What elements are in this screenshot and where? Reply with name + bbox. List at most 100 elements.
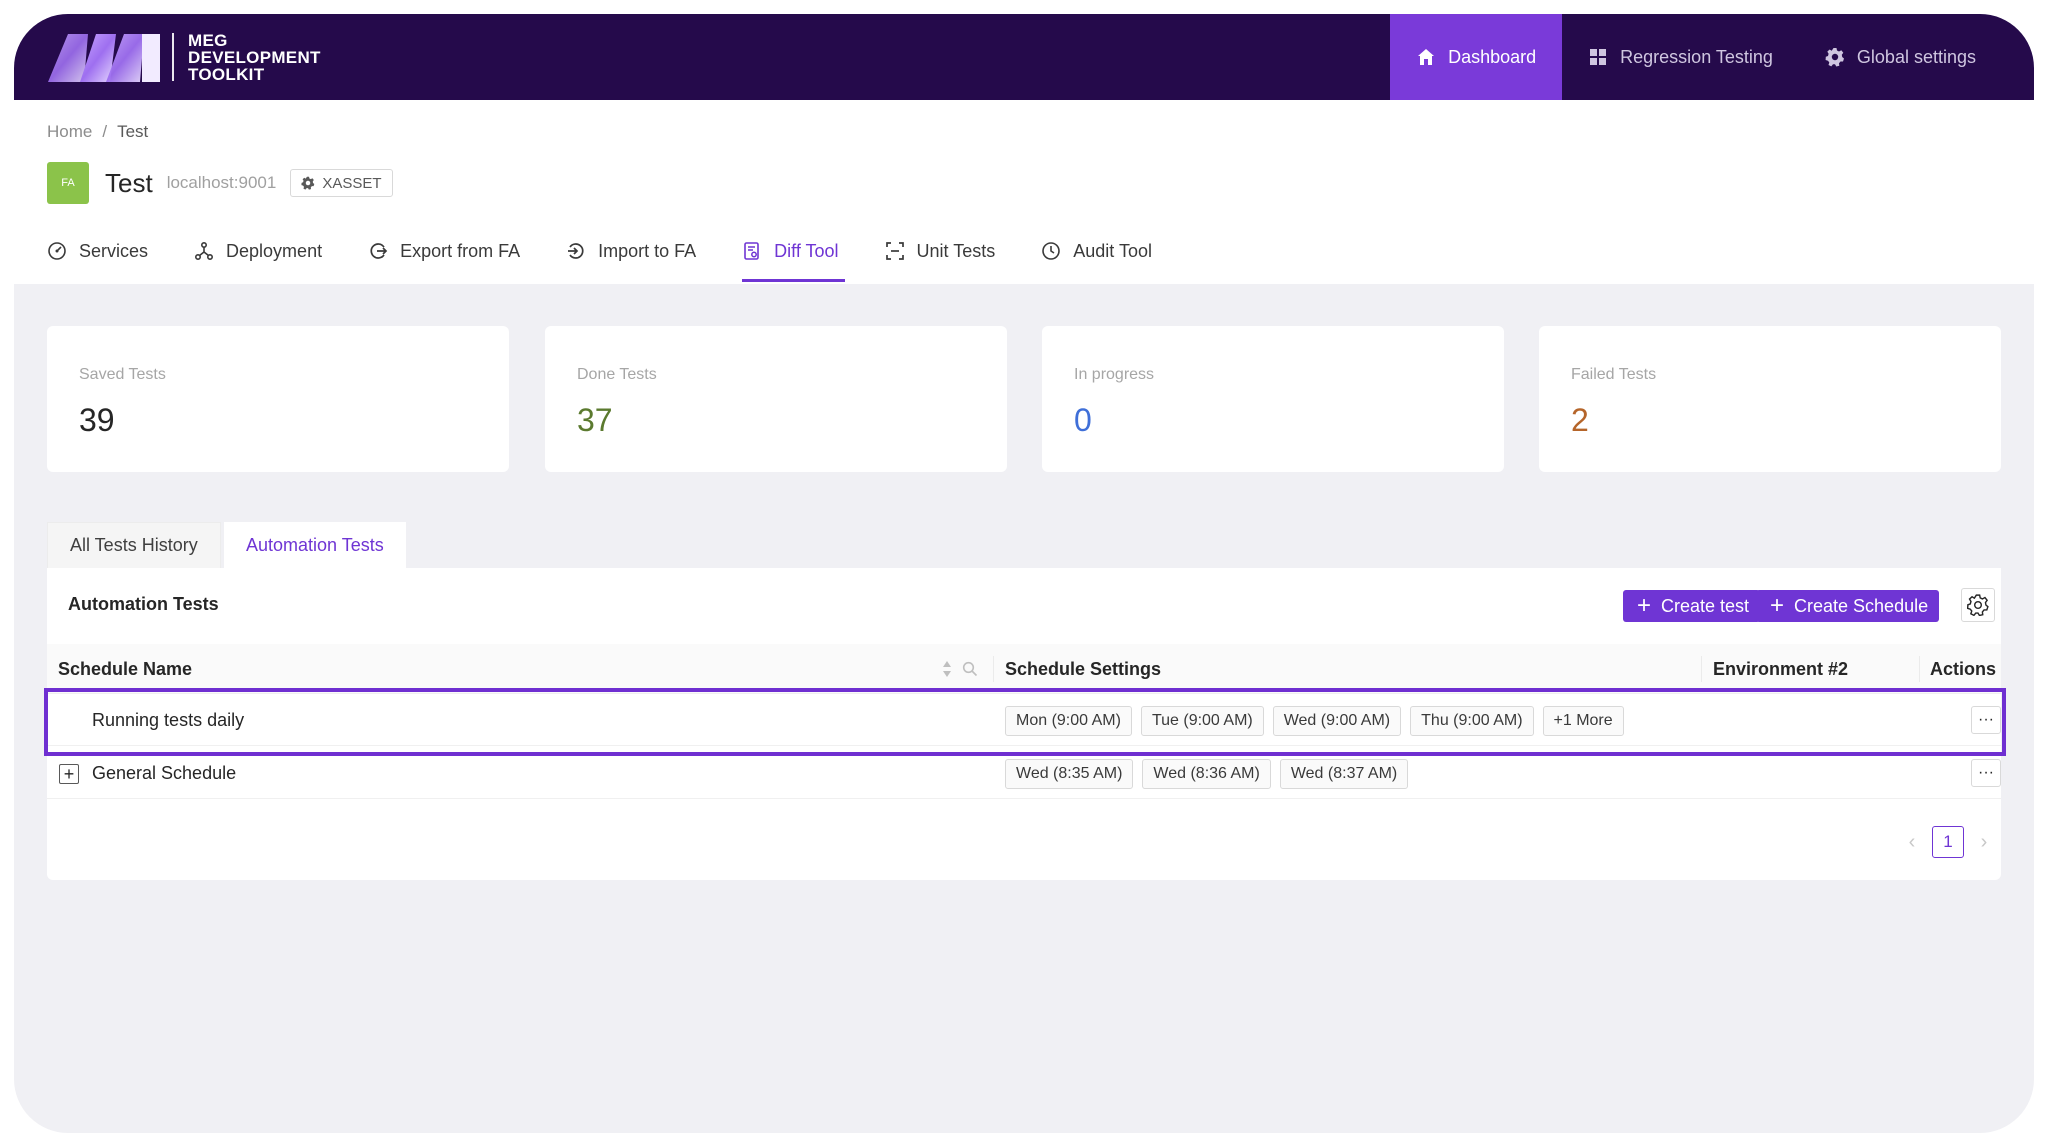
plus-icon: +	[1637, 592, 1652, 619]
create-schedule-button[interactable]: + Create Schedule	[1756, 590, 1940, 622]
logo-divider	[172, 33, 174, 81]
table-row[interactable]: Running tests daily Mon (9:00 AM) Tue (9…	[47, 694, 2001, 746]
schedule-chips: Wed (8:35 AM) Wed (8:36 AM) Wed (8:37 AM…	[1005, 759, 1409, 789]
schedule-chip: Thu (9:00 AM)	[1410, 706, 1534, 736]
stat-value: 2	[1571, 402, 1589, 438]
next-page-icon[interactable]: ›	[1980, 830, 1988, 853]
breadcrumb: Home / Test	[47, 122, 148, 142]
tab-unit-tests[interactable]: Unit Tests	[885, 218, 996, 284]
top-nav: Dashboard Regression Testing Global sett…	[1390, 14, 2034, 100]
topnav-dashboard-label: Dashboard	[1448, 46, 1537, 67]
brand-line-3: TOOLKIT	[188, 64, 265, 84]
stat-label: In progress	[1074, 366, 1155, 383]
deployment-icon	[195, 241, 214, 261]
meg-logo-icon	[48, 34, 160, 82]
tab-automation-tests[interactable]: Automation Tests	[224, 522, 406, 568]
export-icon	[370, 243, 388, 259]
diff-icon	[744, 242, 759, 260]
schedule-name-cell: General Schedule	[92, 762, 237, 783]
column-schedule-name[interactable]: Schedule Name	[58, 658, 193, 679]
column-schedule-settings: Schedule Settings	[1005, 658, 1162, 679]
tool-tabs: Services Deployment Export from FA Impor…	[47, 218, 1198, 284]
sort-icon[interactable]	[942, 660, 952, 678]
plus-icon: +	[1770, 592, 1785, 619]
brand-line-2: DEVELOPMENT	[188, 47, 321, 67]
card-title: Automation Tests	[68, 594, 219, 614]
environment-tag-label: XASSET	[322, 174, 382, 192]
tab-deployment-label: Deployment	[226, 240, 323, 261]
schedule-chip: Tue (9:00 AM)	[1140, 706, 1264, 736]
search-icon[interactable]	[962, 661, 978, 677]
tab-unit-tests-label: Unit Tests	[916, 240, 996, 261]
automation-tests-card: Automation Tests + Create test + Create …	[47, 568, 2001, 880]
top-bar: MEG DEVELOPMENT TOOLKIT Dashboard Regres…	[14, 14, 2034, 100]
page-1-button[interactable]: 1	[1932, 826, 1964, 858]
environment-tag: XASSET	[290, 169, 393, 197]
tab-import-to-fa[interactable]: Import to FA	[566, 218, 696, 284]
tab-deployment[interactable]: Deployment	[194, 218, 322, 284]
schedule-name-cell: Running tests daily	[92, 709, 245, 730]
expand-row-icon[interactable]: +	[59, 764, 79, 784]
column-tools	[942, 660, 978, 678]
row-actions-button[interactable]: ···	[1971, 759, 2001, 787]
tab-all-tests-history-label: All Tests History	[70, 535, 198, 555]
host-label: localhost:9001	[166, 173, 277, 192]
schedule-chip: Mon (9:00 AM)	[1005, 706, 1132, 736]
stat-saved-tests: Saved Tests 39	[47, 326, 509, 472]
gear-icon	[301, 176, 315, 190]
stat-label: Saved Tests	[79, 366, 166, 383]
avatar: FA	[47, 162, 89, 204]
prev-page-icon[interactable]: ‹	[1908, 830, 1916, 853]
table-row[interactable]: + General Schedule Wed (8:35 AM) Wed (8:…	[47, 747, 2001, 799]
tab-services-label: Services	[79, 240, 149, 261]
schedule-chip: Wed (8:37 AM)	[1279, 759, 1409, 789]
column-environment-2: Environment #2	[1713, 658, 1849, 679]
table-settings-button[interactable]	[1961, 588, 1995, 622]
stat-value: 0	[1074, 402, 1092, 438]
unit-tests-icon	[885, 242, 904, 260]
brand-name: MEG DEVELOPMENT TOOLKIT	[188, 32, 321, 83]
topnav-dashboard[interactable]: Dashboard	[1390, 14, 1563, 100]
topnav-regression-label: Regression Testing	[1620, 46, 1773, 67]
tab-automation-tests-label: Automation Tests	[246, 534, 384, 555]
breadcrumb-home[interactable]: Home	[47, 122, 93, 141]
row-actions-button[interactable]: ···	[1971, 706, 2001, 734]
gear-icon	[1825, 48, 1844, 67]
import-icon	[568, 243, 584, 259]
tab-audit-tool[interactable]: Audit Tool	[1041, 218, 1152, 284]
schedule-chip: Wed (9:00 AM)	[1272, 706, 1402, 736]
schedule-chips: Mon (9:00 AM) Tue (9:00 AM) Wed (9:00 AM…	[1005, 706, 1624, 736]
topnav-global-settings[interactable]: Global settings	[1799, 14, 2034, 100]
create-test-button[interactable]: + Create test	[1623, 590, 1761, 622]
tab-import-label: Import to FA	[598, 240, 697, 261]
tab-export-from-fa[interactable]: Export from FA	[368, 218, 520, 284]
topnav-regression-testing[interactable]: Regression Testing	[1562, 14, 1799, 100]
tab-diff-tool-label: Diff Tool	[774, 240, 839, 261]
tab-services[interactable]: Services	[47, 218, 148, 284]
clock-icon	[1042, 242, 1061, 260]
schedule-chip: Wed (8:36 AM)	[1142, 759, 1271, 789]
stat-label: Done Tests	[577, 366, 657, 383]
schedule-chip: Wed (8:35 AM)	[1005, 759, 1134, 789]
title-row: FA Test localhost:9001 XASSET	[47, 162, 393, 204]
stat-value: 37	[577, 402, 613, 438]
topnav-global-settings-label: Global settings	[1856, 46, 1976, 67]
column-divider	[993, 656, 994, 682]
create-schedule-label: Create Schedule	[1794, 595, 1929, 616]
more-schedules-chip[interactable]: +1 More	[1542, 706, 1624, 736]
column-divider	[1701, 656, 1702, 682]
stat-in-progress: In progress 0	[1042, 326, 1504, 472]
stat-failed-tests: Failed Tests 2	[1539, 326, 2001, 472]
stat-label: Failed Tests	[1571, 366, 1657, 383]
page-header: Home / Test FA Test localhost:9001 XASSE…	[14, 100, 2034, 284]
brand-logo[interactable]: MEG DEVELOPMENT TOOLKIT	[44, 28, 321, 86]
page-title: Test	[105, 167, 153, 198]
grid-icon	[1590, 49, 1607, 65]
breadcrumb-separator: /	[102, 122, 108, 141]
tab-all-tests-history[interactable]: All Tests History	[47, 522, 221, 568]
table-header: Schedule Name Schedule Settings Environm…	[47, 644, 2001, 694]
breadcrumb-current: Test	[117, 122, 149, 141]
stat-done-tests: Done Tests 37	[545, 326, 1007, 472]
tab-diff-tool[interactable]: Diff Tool	[742, 218, 845, 284]
dashboard-icon	[48, 242, 66, 260]
